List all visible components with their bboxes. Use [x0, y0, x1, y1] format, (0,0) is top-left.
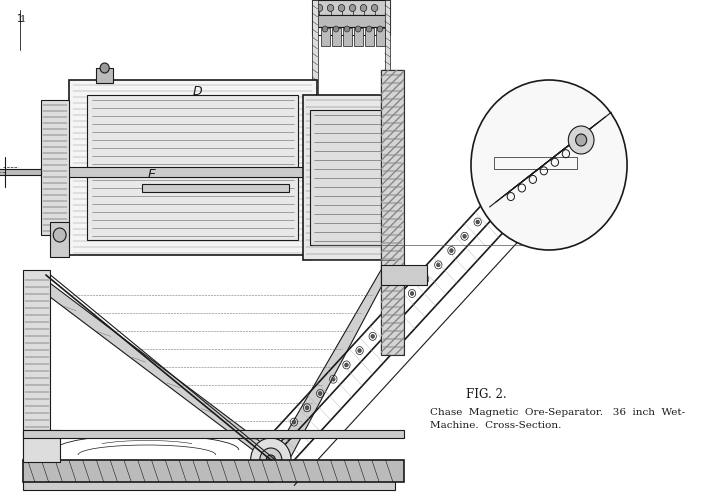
Circle shape — [345, 363, 348, 367]
Bar — [366, 28, 373, 46]
Circle shape — [423, 277, 427, 281]
Circle shape — [292, 420, 296, 424]
Bar — [97, 68, 113, 83]
Bar — [381, 265, 427, 285]
Circle shape — [332, 377, 335, 381]
Bar — [23, 430, 404, 438]
Circle shape — [436, 263, 440, 267]
Circle shape — [571, 97, 604, 133]
Circle shape — [463, 235, 466, 239]
Circle shape — [450, 249, 454, 252]
Bar — [303, 95, 390, 260]
Circle shape — [584, 111, 591, 119]
Circle shape — [377, 26, 383, 32]
Circle shape — [350, 4, 355, 11]
Circle shape — [317, 4, 323, 11]
Text: Machine.  Cross-Section.: Machine. Cross-Section. — [430, 421, 561, 430]
Bar — [23, 460, 395, 490]
Circle shape — [371, 4, 378, 11]
Bar — [23, 270, 50, 460]
Text: E: E — [148, 168, 156, 181]
Bar — [69, 80, 317, 255]
Circle shape — [260, 448, 282, 472]
Bar — [23, 460, 404, 482]
Circle shape — [580, 107, 595, 123]
Circle shape — [568, 126, 594, 154]
Bar — [322, 28, 329, 46]
Bar — [376, 28, 385, 46]
Circle shape — [554, 134, 558, 138]
Circle shape — [471, 80, 627, 250]
Text: D: D — [193, 85, 203, 98]
Circle shape — [502, 192, 505, 196]
Circle shape — [528, 163, 532, 167]
Polygon shape — [27, 280, 285, 460]
Polygon shape — [271, 270, 390, 460]
Bar — [23, 430, 60, 462]
Circle shape — [279, 435, 283, 439]
Circle shape — [541, 149, 545, 153]
Bar — [494, 157, 577, 169]
Circle shape — [53, 228, 66, 242]
Text: 1: 1 — [20, 15, 27, 24]
Bar — [385, 0, 390, 200]
Bar — [50, 222, 69, 257]
Circle shape — [345, 26, 350, 32]
Circle shape — [322, 26, 328, 32]
Circle shape — [384, 320, 388, 324]
Circle shape — [305, 406, 309, 410]
Circle shape — [319, 392, 322, 396]
Bar — [355, 28, 363, 46]
Bar — [41, 167, 345, 177]
Circle shape — [358, 349, 361, 353]
Circle shape — [251, 438, 291, 482]
Circle shape — [476, 220, 479, 224]
Circle shape — [366, 26, 372, 32]
Bar — [381, 70, 404, 355]
Text: Chase  Magnetic  Ore-Separator.   36  inch  Wet-: Chase Magnetic Ore-Separator. 36 inch We… — [430, 408, 685, 417]
Circle shape — [575, 134, 587, 146]
Circle shape — [410, 291, 414, 295]
Circle shape — [489, 206, 492, 210]
Circle shape — [516, 177, 519, 181]
Circle shape — [333, 26, 339, 32]
Text: FIG. 2.: FIG. 2. — [466, 388, 507, 401]
Bar — [41, 100, 69, 235]
Bar — [312, 15, 390, 27]
Circle shape — [360, 4, 367, 11]
Bar — [310, 110, 383, 245]
Circle shape — [397, 306, 401, 310]
Bar — [0, 169, 41, 175]
Bar — [87, 95, 298, 240]
Circle shape — [355, 26, 360, 32]
Bar — [381, 70, 404, 355]
Bar — [312, 0, 390, 15]
Bar — [312, 27, 390, 35]
Circle shape — [338, 4, 345, 11]
Circle shape — [327, 4, 334, 11]
Circle shape — [371, 334, 374, 338]
Bar — [343, 28, 352, 46]
Text: 1: 1 — [17, 14, 22, 24]
Circle shape — [266, 455, 275, 465]
Bar — [312, 0, 318, 200]
Bar — [332, 28, 340, 46]
Circle shape — [100, 63, 110, 73]
Bar — [142, 184, 289, 192]
